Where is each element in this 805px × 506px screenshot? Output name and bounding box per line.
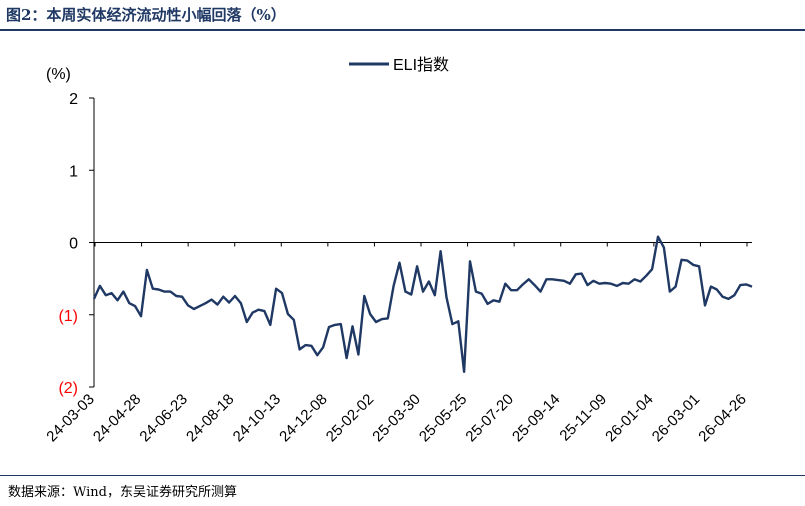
x-tick-label: 26-01-04 (602, 391, 656, 445)
x-tick-label: 26-03-01 (649, 391, 703, 445)
x-tick-label: 25-11-09 (556, 391, 610, 445)
x-tick-label: 24-06-23 (136, 391, 190, 445)
x-tick-label: 25-02-02 (323, 391, 377, 445)
x-tick-label: 24-08-18 (183, 391, 237, 445)
y-tick-label: (2) (58, 380, 78, 397)
y-tick-label: 2 (69, 91, 78, 108)
x-tick-label: 25-07-20 (462, 391, 516, 445)
series-group (92, 235, 753, 373)
x-tick-label: 25-09-14 (509, 391, 563, 445)
y-tick-label: 1 (69, 163, 78, 180)
x-tick-label: 25-05-25 (416, 391, 470, 445)
chart-legend: ELI指数 (349, 56, 449, 74)
y-tick-label: 0 (69, 236, 78, 253)
x-tick-label: 24-03-03 (43, 391, 97, 445)
x-tick-label: 24-10-13 (230, 391, 284, 445)
source-divider (0, 475, 805, 476)
y-axis-unit-label: (%) (46, 66, 71, 83)
chart-axes (93, 98, 752, 387)
x-tick-label: 25-03-30 (369, 391, 423, 445)
y-axis-ticks: 2 1 0 (1) (2) (58, 91, 94, 397)
figure-title: 图2：本周实体经济流动性小幅回落（%） (6, 6, 286, 24)
x-tick-label: 24-04-28 (90, 391, 144, 445)
legend-label: ELI指数 (393, 56, 449, 74)
title-divider (0, 29, 805, 31)
series-line-eli (92, 235, 753, 373)
source-note: 数据来源：Wind，东吴证券研究所测算 (8, 485, 237, 500)
x-tick-label: 26-04-26 (695, 391, 749, 445)
x-tick-label: 24-12-08 (276, 391, 330, 445)
line-chart: ELI指数 (%) 210(1)(2) 24-03-0324-04-2824-0… (43, 56, 753, 445)
y-tick-label: (1) (58, 308, 78, 325)
